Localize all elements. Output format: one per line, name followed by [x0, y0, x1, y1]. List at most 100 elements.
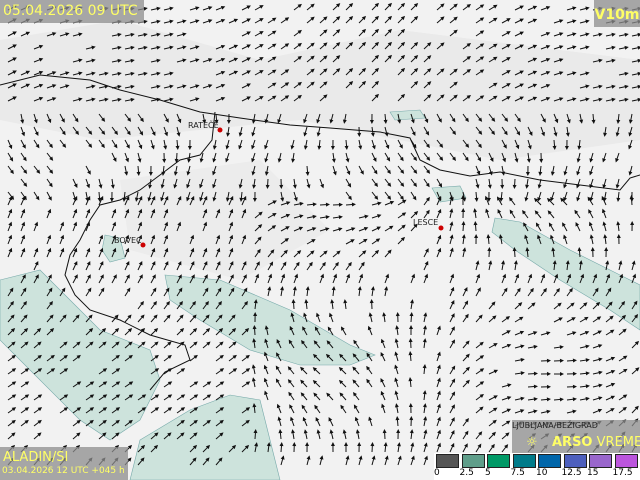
wind-arrow [20, 381, 30, 388]
wind-arrow [150, 19, 161, 24]
wind-arrow [534, 210, 542, 219]
wind-arrow [540, 126, 545, 137]
wind-arrow [384, 41, 392, 50]
wind-arrow [501, 18, 511, 24]
wind-arrow [111, 221, 117, 232]
wind-arrow [315, 416, 321, 427]
wind-arrow [514, 409, 525, 414]
wind-arrow [85, 327, 94, 336]
wind-arrow [589, 152, 594, 163]
wind-arrow [20, 208, 26, 219]
wind-arrow [560, 197, 568, 206]
wind-arrow [163, 314, 171, 323]
wind-arrow [436, 68, 445, 76]
wind-arrow [410, 455, 415, 466]
wind-arrow [7, 70, 17, 76]
wind-arrow [7, 407, 17, 414]
wind-arrow [618, 406, 627, 414]
wind-arrow [579, 371, 590, 376]
wind-arrow [314, 326, 321, 336]
wind-arrow [630, 221, 635, 232]
wind-arrow [137, 139, 143, 150]
wind-arrow [150, 274, 156, 284]
wind-arrow [228, 234, 234, 245]
wind-arrow [488, 395, 498, 401]
wind-arrow [176, 327, 185, 336]
wind-arrow [124, 354, 133, 362]
wind-arrow [241, 44, 251, 50]
wind-arrow [475, 113, 483, 122]
wind-arrow [228, 57, 239, 63]
wind-arrow [462, 56, 472, 63]
wind-arrow [380, 390, 386, 401]
wind-arrow [475, 4, 485, 11]
wind-arrow [397, 15, 406, 24]
wind-arrow [72, 58, 83, 63]
wind-arrow [85, 178, 90, 189]
wind-arrow [524, 191, 529, 202]
wind-arrow [7, 394, 17, 401]
wind-arrow [280, 43, 290, 50]
wind-arrow [449, 94, 458, 102]
wind-arrow [189, 260, 195, 271]
wind-arrow [488, 419, 497, 427]
wind-arrow [565, 260, 570, 271]
wind-arrow [449, 126, 457, 135]
wind-arrow [605, 45, 616, 50]
wind-arrow [59, 221, 65, 232]
wind-arrow [563, 191, 568, 202]
wind-arrow [85, 394, 95, 401]
wind-arrow [325, 353, 334, 362]
wind-arrow [46, 178, 53, 188]
wind-arrow [199, 152, 204, 163]
wind-arrow [20, 113, 25, 124]
wind-arrow [500, 178, 505, 189]
wind-arrow [163, 287, 170, 297]
wind-arrow [328, 416, 334, 427]
wind-arrow [238, 126, 243, 137]
wind-arrow [7, 83, 17, 89]
wind-arrow [332, 261, 339, 271]
wind-arrow [371, 165, 378, 175]
wind-arrow [384, 286, 389, 297]
wind-arrow [289, 325, 295, 336]
wind-arrow [137, 457, 145, 466]
wind-arrow [7, 354, 16, 362]
wind-arrow [137, 234, 143, 245]
wind-arrow [605, 356, 616, 362]
wind-arrow [371, 93, 379, 102]
wind-arrow [267, 82, 277, 89]
wind-arrow [72, 113, 79, 123]
wind-arrow [98, 247, 104, 258]
wind-arrow [551, 247, 556, 258]
wind-arrow [523, 222, 529, 232]
calm-area [431, 185, 467, 203]
wind-arrow [371, 191, 379, 200]
wind-arrow [189, 381, 199, 388]
wind-arrow [473, 221, 478, 232]
wind-arrow [449, 81, 458, 89]
wind-arrow [7, 165, 14, 175]
wind-arrow [306, 16, 315, 24]
city-marker-ratece [217, 127, 223, 133]
wind-arrow [449, 234, 454, 245]
wind-arrow [449, 442, 455, 453]
wind-arrow [215, 18, 226, 24]
wind-arrow [202, 195, 208, 206]
wind-arrow [280, 17, 290, 24]
wind-arrow [212, 165, 217, 176]
wind-arrow [98, 195, 104, 206]
wind-arrow [501, 444, 509, 453]
wind-arrow [605, 97, 616, 102]
wind-arrow [46, 97, 57, 102]
wind-arrow [540, 287, 547, 297]
wind-arrow [395, 312, 400, 323]
wind-arrow [410, 81, 419, 89]
wind-arrow [137, 113, 144, 123]
wind-arrow [267, 17, 277, 24]
wind-arrow [553, 397, 564, 402]
wind-arrow [592, 32, 603, 37]
wind-arrow [111, 247, 117, 258]
wind-arrow [488, 431, 496, 440]
wind-arrow [514, 113, 521, 123]
